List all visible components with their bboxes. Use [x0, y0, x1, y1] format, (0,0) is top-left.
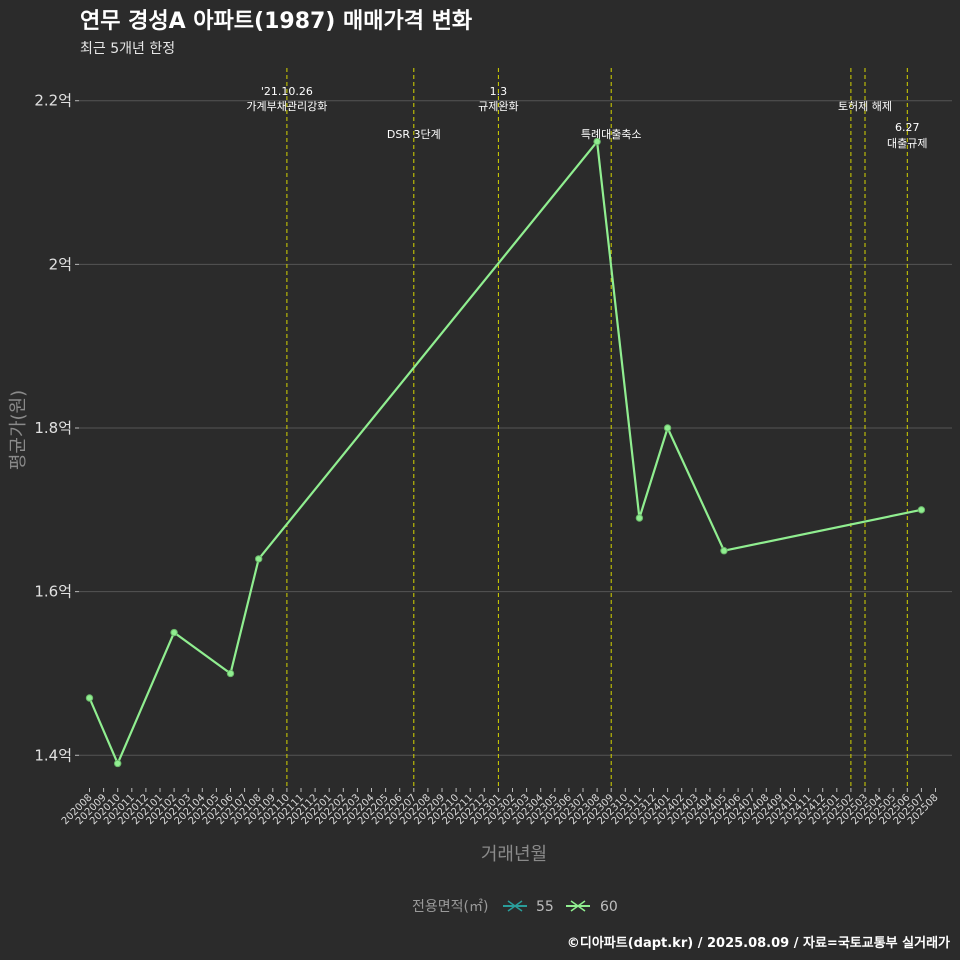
- event-label-6-1: 대출규제: [887, 137, 927, 150]
- legend-label-60: 60: [600, 899, 618, 915]
- event-label-5-0: 토허제 해제: [838, 99, 892, 113]
- legend-title: 전용면적(㎡): [412, 899, 488, 915]
- data-point-60-202311: [635, 514, 644, 522]
- event-label-2-1: 규제완화: [478, 100, 518, 113]
- legend-item-60[interactable]: 60: [566, 899, 618, 915]
- series-line-60: [88, 140, 922, 765]
- event-label-3-0: 특례대출축소: [581, 128, 642, 141]
- source-caption: ©디아파트(dapt.kr) / 2025.08.09 / 자료=국토교통부 실…: [567, 935, 950, 951]
- legend-key-55-marker: [507, 900, 523, 912]
- event-label-1-0: DSR 3단계: [387, 128, 441, 141]
- data-point-60-202308: [593, 137, 601, 146]
- data-point-60-202102: [170, 628, 178, 637]
- y-tick-label-4: 2.2억: [34, 92, 72, 110]
- data-point-60-202106: [226, 669, 235, 678]
- y-tick-label-0: 1.4억: [34, 746, 72, 764]
- x-axis-ticks: 2020082020092020102020112020122021012021…: [60, 788, 941, 827]
- chart-title: 연무 경성A 아파트(1987) 매매가격 변화: [80, 9, 472, 34]
- y-tick-label-2: 1.8억: [34, 419, 72, 437]
- y-axis-ticks: 1.4억 1.6억 1.8억 2억 2.2억: [34, 92, 79, 764]
- event-label-2-0: 1.3: [490, 85, 508, 98]
- data-point-60-202008: [85, 694, 94, 702]
- y-tick-label-3: 2억: [49, 255, 72, 273]
- legend-item-55[interactable]: 55: [503, 899, 554, 915]
- legend-key-60-marker: [570, 900, 586, 912]
- legend: 전용면적(㎡) 55 60: [412, 899, 618, 915]
- data-point-60-202010: [114, 759, 122, 768]
- series-layer: [85, 137, 926, 768]
- event-label-6-0: 6.27: [895, 121, 920, 134]
- data-point-60-202507: [917, 506, 926, 514]
- y-axis-label: 평균가(원): [8, 390, 29, 470]
- event-label-0-0: '21.10.26: [261, 85, 313, 98]
- legend-label-55: 55: [536, 899, 554, 915]
- data-point-60-202401: [663, 424, 672, 432]
- data-point-60-202108: [255, 555, 263, 563]
- chart-subtitle: 최근 5개년 한정: [80, 41, 175, 57]
- event-label-0-1: 가계부채관리강화: [246, 100, 327, 113]
- y-grid: [79, 100, 952, 756]
- x-axis-label: 거래년월: [481, 844, 547, 865]
- data-point-60-202405: [720, 547, 728, 555]
- y-tick-label-1: 1.6억: [34, 583, 72, 601]
